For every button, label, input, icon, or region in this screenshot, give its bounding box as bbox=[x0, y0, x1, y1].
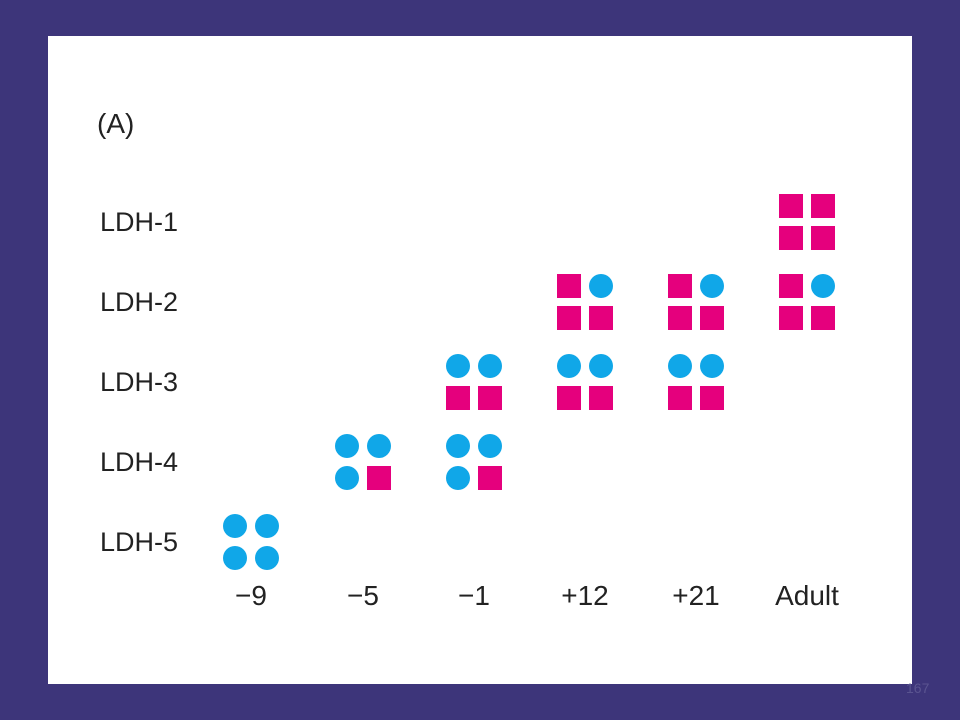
m-subunit-circle bbox=[255, 514, 279, 538]
h-subunit-square bbox=[557, 306, 581, 330]
m-subunit-circle bbox=[811, 274, 835, 298]
h-subunit-square bbox=[478, 386, 502, 410]
h-subunit-square bbox=[779, 306, 803, 330]
h-subunit-square bbox=[557, 386, 581, 410]
tetramer-ldh2-p21 bbox=[668, 274, 724, 330]
h-subunit-square bbox=[779, 274, 803, 298]
h-subunit-square bbox=[811, 194, 835, 218]
col-label-minus5: −5 bbox=[347, 580, 379, 611]
h-subunit-square bbox=[557, 274, 581, 298]
m-subunit-circle bbox=[446, 434, 470, 458]
tetramer-ldh3-p12 bbox=[557, 354, 613, 410]
m-subunit-circle bbox=[255, 546, 279, 570]
m-subunit-circle bbox=[446, 354, 470, 378]
m-subunit-circle bbox=[668, 354, 692, 378]
row-label-ldh2: LDH-2 bbox=[100, 287, 179, 317]
h-subunit-square bbox=[367, 466, 391, 490]
h-subunit-square bbox=[589, 306, 613, 330]
col-label-minus1: −1 bbox=[458, 580, 490, 611]
h-subunit-square bbox=[668, 274, 692, 298]
m-subunit-circle bbox=[557, 354, 581, 378]
row-label-ldh3: LDH-3 bbox=[100, 367, 179, 397]
page-number: 167 bbox=[906, 680, 930, 696]
tetramer-ldh4-m5 bbox=[335, 434, 391, 490]
m-subunit-circle bbox=[478, 434, 502, 458]
col-label-adult: Adult bbox=[775, 580, 839, 611]
h-subunit-square bbox=[700, 386, 724, 410]
tetramer-ldh2-adult bbox=[779, 274, 835, 330]
m-subunit-circle bbox=[223, 546, 247, 570]
m-subunit-circle bbox=[589, 274, 613, 298]
panel-label: (A) bbox=[97, 108, 135, 139]
tetramer-ldh3-m1 bbox=[446, 354, 502, 410]
h-subunit-square bbox=[700, 306, 724, 330]
col-label-plus21: +21 bbox=[672, 580, 720, 611]
m-subunit-circle bbox=[223, 514, 247, 538]
h-subunit-square bbox=[811, 226, 835, 250]
tetramer-ldh4-m1 bbox=[446, 434, 502, 490]
h-subunit-square bbox=[668, 386, 692, 410]
m-subunit-circle bbox=[700, 354, 724, 378]
m-subunit-circle bbox=[478, 354, 502, 378]
row-label-ldh1: LDH-1 bbox=[100, 207, 179, 237]
tetramer-ldh1-adult bbox=[779, 194, 835, 250]
tetramer-ldh2-p12 bbox=[557, 274, 613, 330]
row-label-ldh4: LDH-4 bbox=[100, 447, 179, 477]
h-subunit-square bbox=[478, 466, 502, 490]
h-subunit-square bbox=[668, 306, 692, 330]
h-subunit-square bbox=[446, 386, 470, 410]
h-subunit-square bbox=[779, 194, 803, 218]
m-subunit-circle bbox=[589, 354, 613, 378]
h-subunit-square bbox=[811, 306, 835, 330]
col-label-plus12: +12 bbox=[561, 580, 609, 611]
m-subunit-circle bbox=[367, 434, 391, 458]
tetramer-ldh5-m9 bbox=[223, 514, 279, 570]
tetramer-ldh3-p21 bbox=[668, 354, 724, 410]
row-label-ldh5: LDH-5 bbox=[100, 527, 179, 557]
m-subunit-circle bbox=[335, 434, 359, 458]
m-subunit-circle bbox=[700, 274, 724, 298]
col-label-minus9: −9 bbox=[235, 580, 267, 611]
m-subunit-circle bbox=[335, 466, 359, 490]
m-subunit-circle bbox=[446, 466, 470, 490]
h-subunit-square bbox=[589, 386, 613, 410]
h-subunit-square bbox=[779, 226, 803, 250]
